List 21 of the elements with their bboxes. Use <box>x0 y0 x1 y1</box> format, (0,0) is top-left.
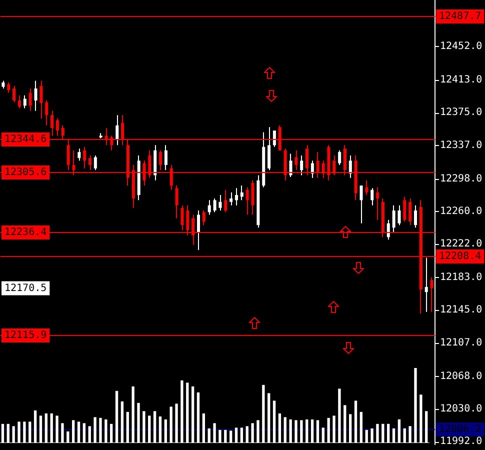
y-tick-label: 12337.0 <box>440 140 482 151</box>
y-tick-label: 12452.0 <box>440 40 482 52</box>
y-tick-label: 12030.0 <box>440 404 482 415</box>
y-tick-label: 12145.0 <box>440 304 482 316</box>
y-tick-label: 12298.0 <box>440 173 482 184</box>
ref-line-label: 12487.7 <box>439 11 482 22</box>
annotation: 12170.5 <box>4 282 47 294</box>
y-tick-label: 12183.0 <box>440 272 482 284</box>
ref-line-label: 12006.2 <box>439 424 482 436</box>
y-tick-label: 11992.0 <box>440 436 482 448</box>
y-tick-label: 12375.0 <box>440 107 482 118</box>
ref-line-label: 12115.9 <box>4 330 47 342</box>
ref-line-label: 12305.6 <box>4 167 47 178</box>
y-tick-label: 12068.0 <box>440 370 482 382</box>
ref-line-label: 12208.4 <box>439 251 482 262</box>
y-tick-label: 12107.0 <box>440 337 482 348</box>
ref-line-label: 12236.4 <box>4 227 47 238</box>
y-tick-label: 12260.0 <box>440 206 482 217</box>
ref-line-label: 12344.6 <box>4 134 47 146</box>
y-tick-label: 12413.0 <box>440 74 482 86</box>
y-tick-label: 12222.0 <box>440 238 482 250</box>
